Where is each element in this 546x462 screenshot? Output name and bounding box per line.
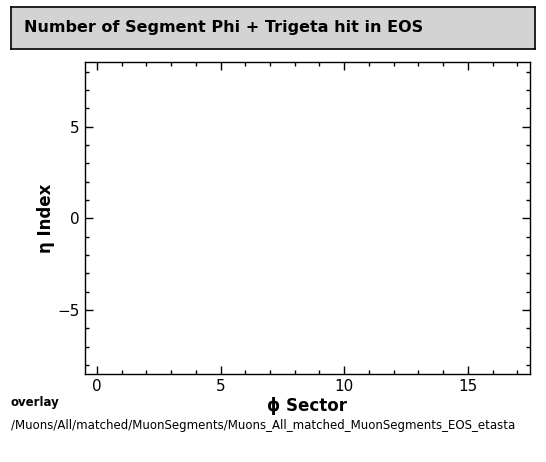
Y-axis label: η Index: η Index	[37, 183, 55, 253]
Text: Number of Segment Phi + Trigeta hit in EOS: Number of Segment Phi + Trigeta hit in E…	[24, 20, 423, 35]
Text: /Muons/All/matched/MuonSegments/Muons_All_matched_MuonSegments_EOS_etasta: /Muons/All/matched/MuonSegments/Muons_Al…	[11, 419, 515, 432]
Text: overlay: overlay	[11, 396, 60, 409]
X-axis label: ϕ Sector: ϕ Sector	[267, 397, 347, 415]
